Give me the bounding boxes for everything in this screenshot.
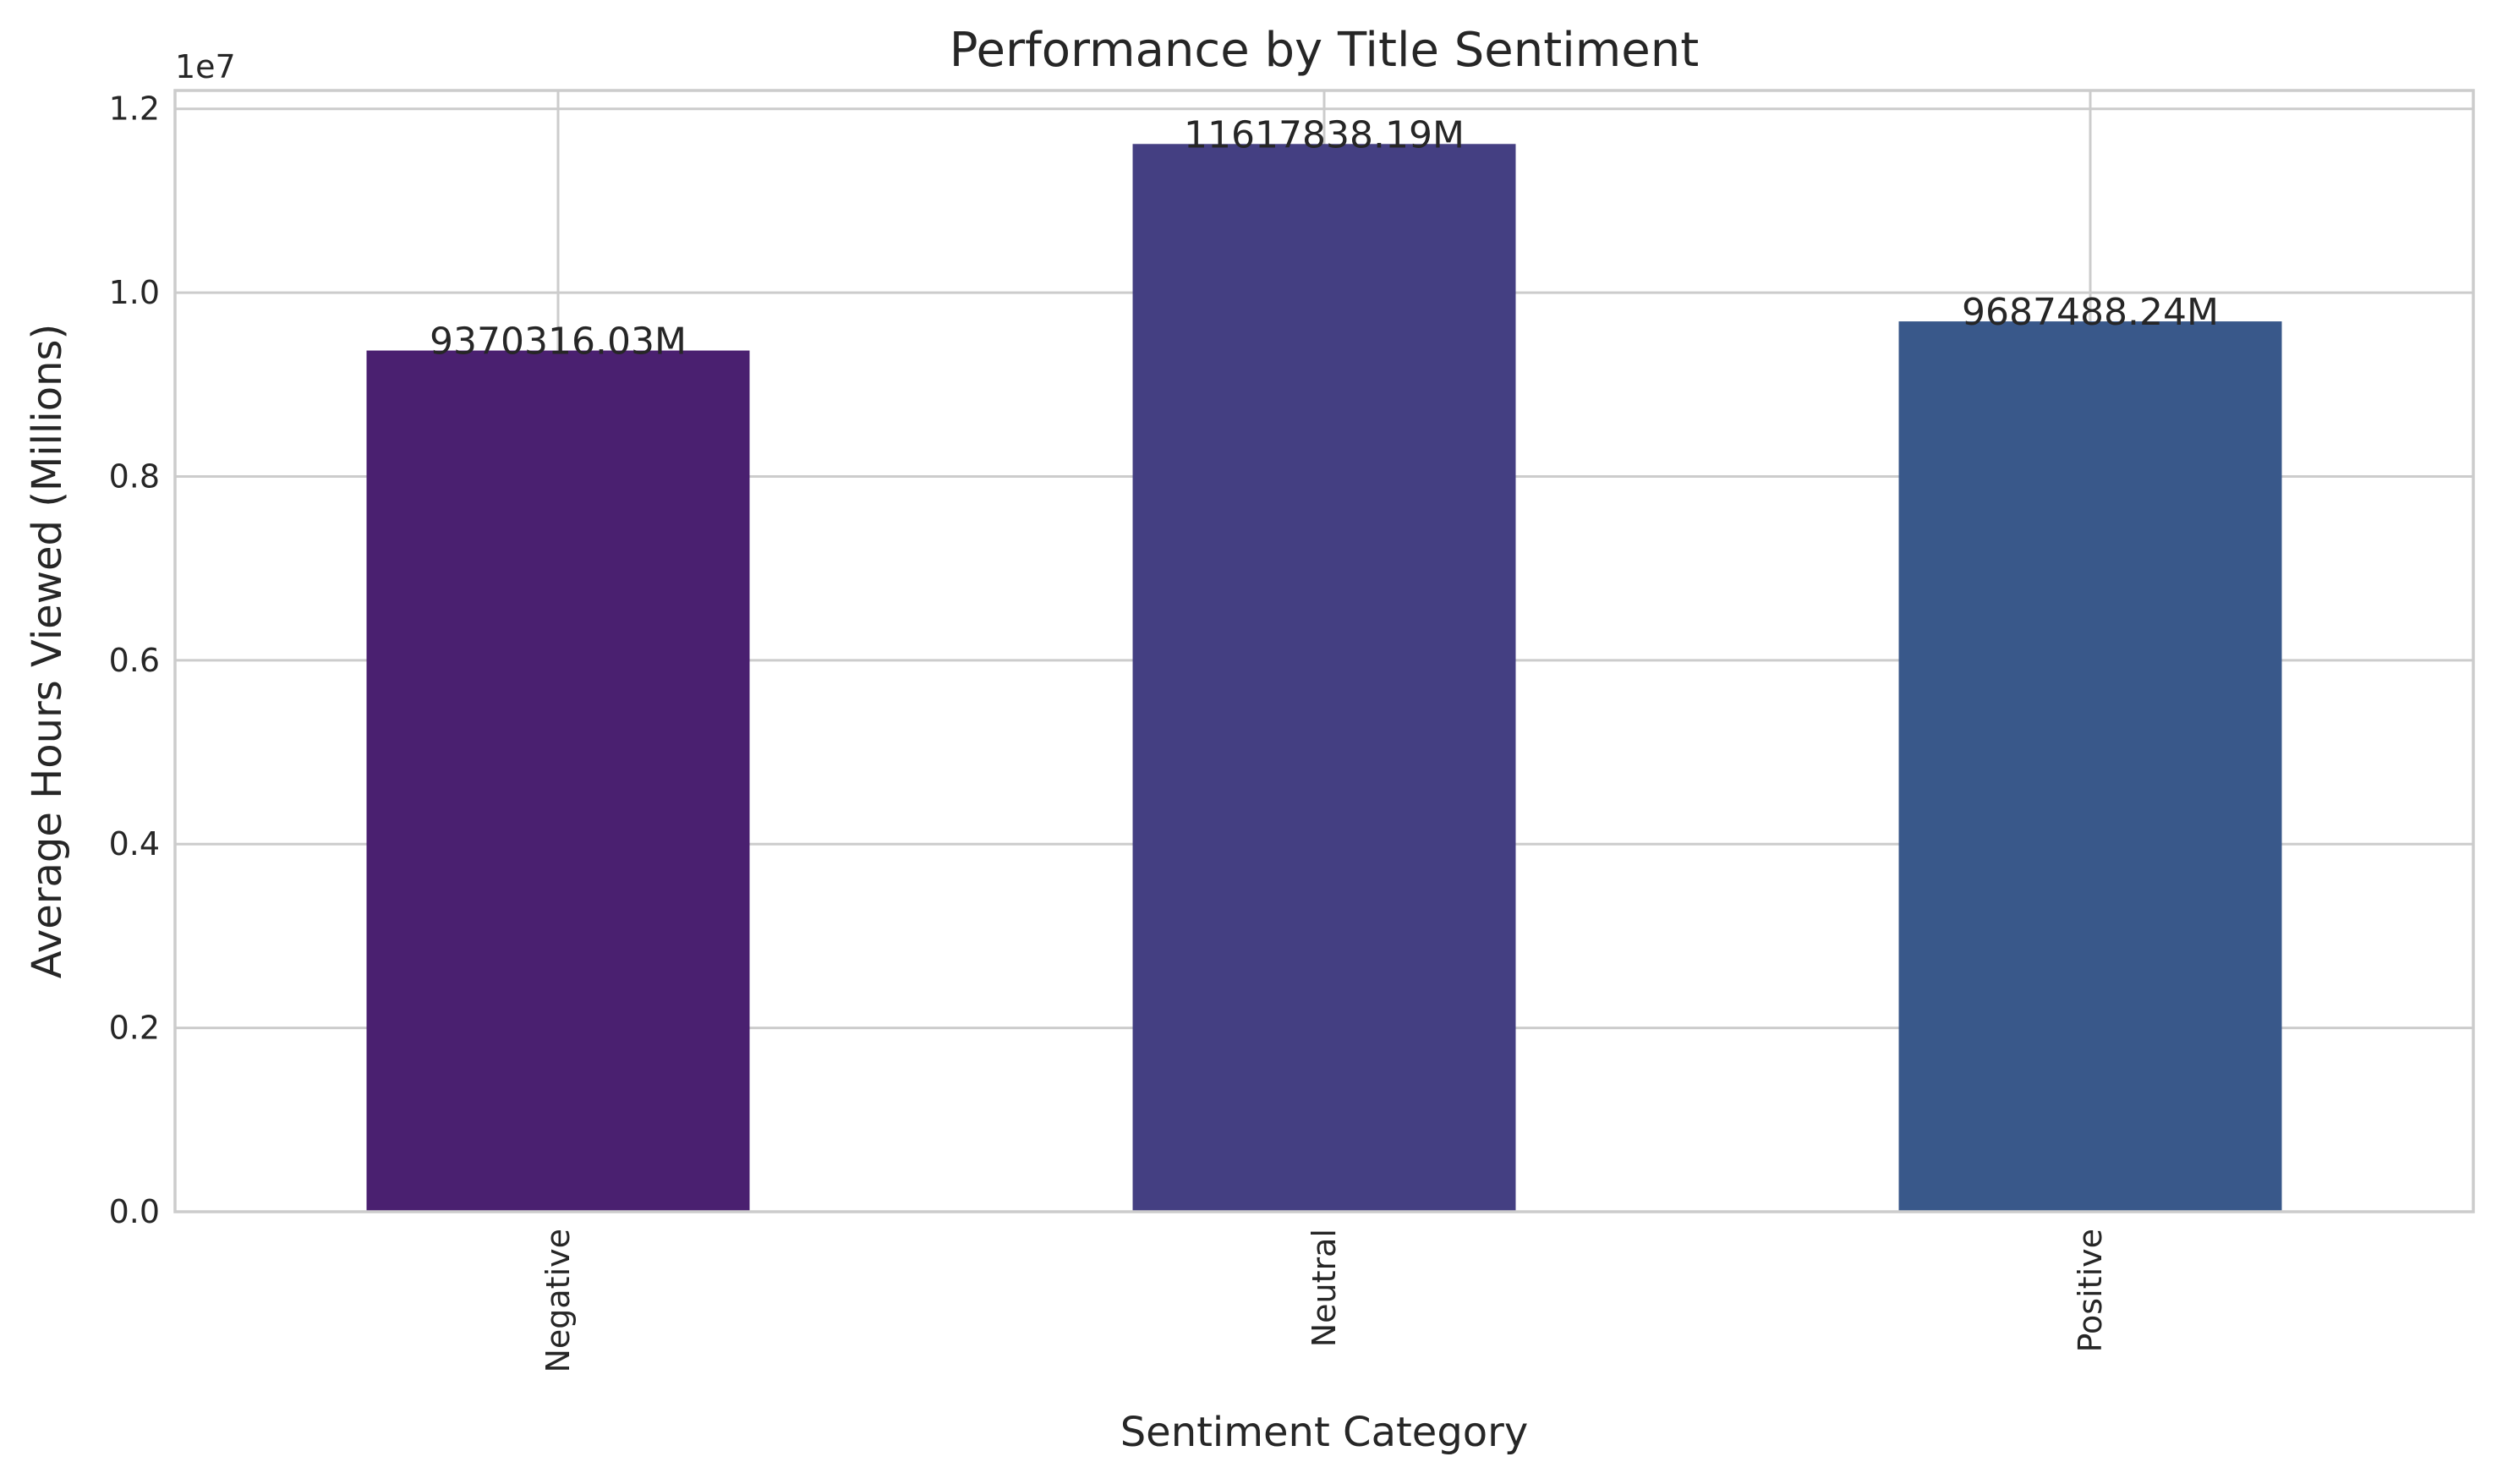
x-tick-label: Positive <box>2072 1229 2109 1353</box>
chart-title: Performance by Title Sentiment <box>950 23 1699 78</box>
y-axis-offset-label: 1e7 <box>175 48 236 85</box>
data-labels: 9370316.03M 11617838.19M 9687488.24M <box>430 113 2219 363</box>
bars <box>366 144 2282 1213</box>
y-tick-label: 0.0 <box>109 1193 160 1230</box>
data-label-positive: 9687488.24M <box>1962 291 2219 334</box>
x-tick-label: Neutral <box>1306 1229 1343 1347</box>
bar-positive <box>1898 321 2282 1213</box>
x-tick-label: Negative <box>539 1229 577 1373</box>
y-tick-label: 1.0 <box>109 274 160 311</box>
y-tick-label: 0.2 <box>109 1010 160 1047</box>
y-tick-label: 0.6 <box>109 642 160 679</box>
y-tick-label: 1.2 <box>109 90 160 128</box>
y-tick-label: 0.8 <box>109 457 160 495</box>
data-label-negative: 9370316.03M <box>430 320 687 364</box>
y-tick-label: 0.4 <box>109 825 160 862</box>
x-axis-label: Sentiment Category <box>1120 1409 1529 1456</box>
data-label-neutral: 11617838.19M <box>1184 113 1465 156</box>
y-axis-label: Average Hours Viewed (Millions) <box>24 324 71 978</box>
bar-neutral <box>1132 144 1516 1213</box>
tick-labels: 0.0 0.2 0.4 0.6 0.8 1.0 1.2 Negative Neutral Posi… <box>109 90 2109 1373</box>
bar-negative <box>366 350 750 1212</box>
plot-frame <box>173 89 2475 1213</box>
